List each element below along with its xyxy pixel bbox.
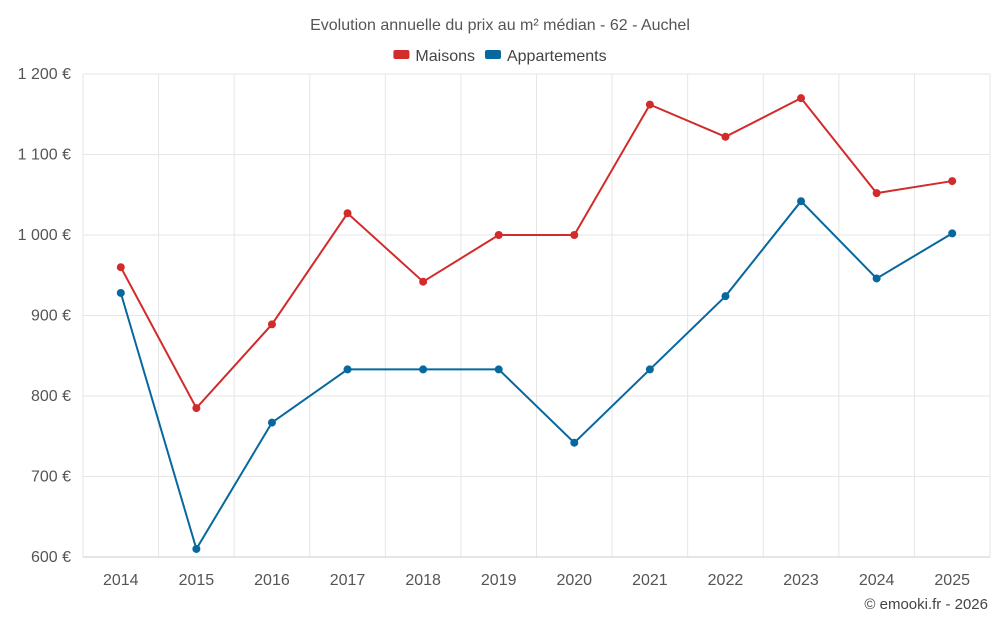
data-point-appartements[interactable] xyxy=(419,365,428,374)
data-point-appartements[interactable] xyxy=(494,365,503,374)
data-point-maisons[interactable] xyxy=(570,231,579,239)
legend-swatch xyxy=(393,50,410,59)
data-point-appartements[interactable] xyxy=(116,288,125,297)
y-tick-label: 900 € xyxy=(31,308,71,325)
series-line-maisons xyxy=(119,96,953,410)
data-point-maisons[interactable] xyxy=(797,94,806,103)
credit-text: © emooki.fr - 2026 xyxy=(864,596,988,613)
data-point-appartements[interactable] xyxy=(948,229,957,238)
data-point-maisons[interactable] xyxy=(948,177,957,186)
data-point-maisons[interactable] xyxy=(494,231,503,239)
legend-swatch xyxy=(484,50,501,59)
y-tick-label: 600 € xyxy=(31,549,71,566)
x-tick-label: 2023 xyxy=(783,572,819,589)
legend-label: Maisons xyxy=(415,48,475,65)
y-tick-label: 800 € xyxy=(31,388,71,405)
x-tick-label: 2022 xyxy=(708,572,744,589)
y-tick-label: 700 € xyxy=(31,469,71,486)
y-axis: 600 € 700 € 800 € 900 € 1 000 € 1 100 € 1 200 … xyxy=(18,66,71,566)
x-tick-label: 2016 xyxy=(254,572,290,589)
x-tick-label: 2025 xyxy=(934,572,970,589)
x-tick-label: 2018 xyxy=(405,572,441,589)
data-point-maisons[interactable] xyxy=(721,132,730,141)
data-point-maisons[interactable] xyxy=(116,263,125,272)
chart-title: Evolution annuelle du prix au m² médian … xyxy=(310,17,690,34)
data-point-appartements[interactable] xyxy=(570,438,579,447)
x-tick-label: 2020 xyxy=(556,572,592,589)
data-point-maisons[interactable] xyxy=(267,320,276,329)
data-point-maisons[interactable] xyxy=(645,100,654,109)
y-tick-label: 1 200 € xyxy=(18,66,71,83)
data-point-maisons[interactable] xyxy=(192,404,201,413)
x-tick-label: 2024 xyxy=(859,572,895,589)
x-axis: 2014 2015 2016 2017 2018 2019 2020 2021 2022 2023… xyxy=(83,556,990,589)
x-tick-label: 2014 xyxy=(103,572,139,589)
x-tick-label: 2015 xyxy=(179,572,215,589)
legend-label: Appartements xyxy=(507,48,607,65)
data-point-appartements[interactable] xyxy=(797,197,806,206)
series-layer xyxy=(116,94,957,553)
data-point-appartements[interactable] xyxy=(192,544,201,553)
x-tick-label: 2017 xyxy=(330,572,366,589)
grid xyxy=(82,73,991,557)
x-tick-label: 2021 xyxy=(632,572,668,589)
data-point-appartements[interactable] xyxy=(343,365,352,374)
data-point-appartements[interactable] xyxy=(721,292,730,301)
x-tick-label: 2019 xyxy=(481,572,517,589)
y-tick-label: 1 000 € xyxy=(18,227,71,244)
data-point-appartements[interactable] xyxy=(267,418,276,427)
data-point-maisons[interactable] xyxy=(872,189,881,198)
data-point-maisons[interactable] xyxy=(419,277,428,286)
series-line-appartements xyxy=(119,199,953,552)
legend-item-maisons[interactable]: Maisons xyxy=(393,48,475,65)
legend-item-appartements[interactable]: Appartements xyxy=(484,48,607,65)
y-tick-label: 1 100 € xyxy=(18,147,71,164)
data-point-appartements[interactable] xyxy=(645,365,654,374)
legend: Maisons Appartements xyxy=(393,48,607,65)
data-point-appartements[interactable] xyxy=(872,274,881,283)
data-point-maisons[interactable] xyxy=(343,209,352,218)
